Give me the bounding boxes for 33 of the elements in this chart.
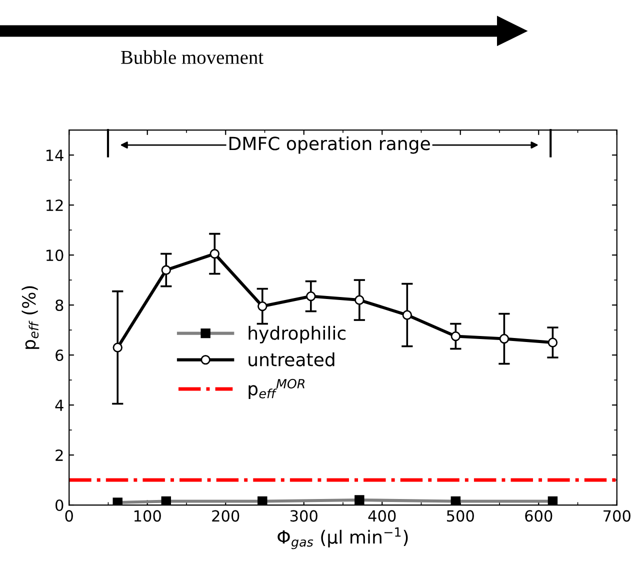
point [210,248,220,259]
y-tick-label: 10 [46,250,64,262]
point [548,338,558,348]
y-tick-label: 4 [55,400,64,411]
point [402,310,412,320]
x-tick-label: 200 [212,510,240,522]
x-tick-label: 300 [290,510,318,522]
x-tick-label: 700 [604,510,630,522]
y-tick-label: 2 [56,449,63,461]
x-tick-label: 100 [134,510,161,522]
text: Bubble movement [121,50,264,64]
point [354,295,364,305]
point [450,331,461,342]
y-tick-label: 12 [46,200,63,211]
x-tick-label: 600 [525,510,552,522]
y-tick-label: 8 [56,300,64,312]
y-tick-label: 6 [56,349,64,362]
legend-label: p$_{eff}$$^{MOR}$ [248,378,305,399]
point [112,342,122,352]
point [161,265,171,275]
y-axis-title: p$_{eff}$ (%) [22,286,40,349]
point [258,301,268,312]
point [499,334,510,344]
annotation: DMFC operation range [230,136,430,154]
y-tick-label: 14 [46,150,64,161]
point [306,291,316,302]
y-tick-label: 0 [56,499,64,512]
legend-label: untreated [248,352,334,366]
legend-label: hydrophilic [248,326,346,344]
x-tick-label: 400 [368,510,396,522]
x-tick-label: 500 [446,510,474,522]
x-axis-title: Φ$_{gas}$ (µl min$^{−1}$) [278,527,408,550]
x-tick-label: 0 [65,510,73,522]
